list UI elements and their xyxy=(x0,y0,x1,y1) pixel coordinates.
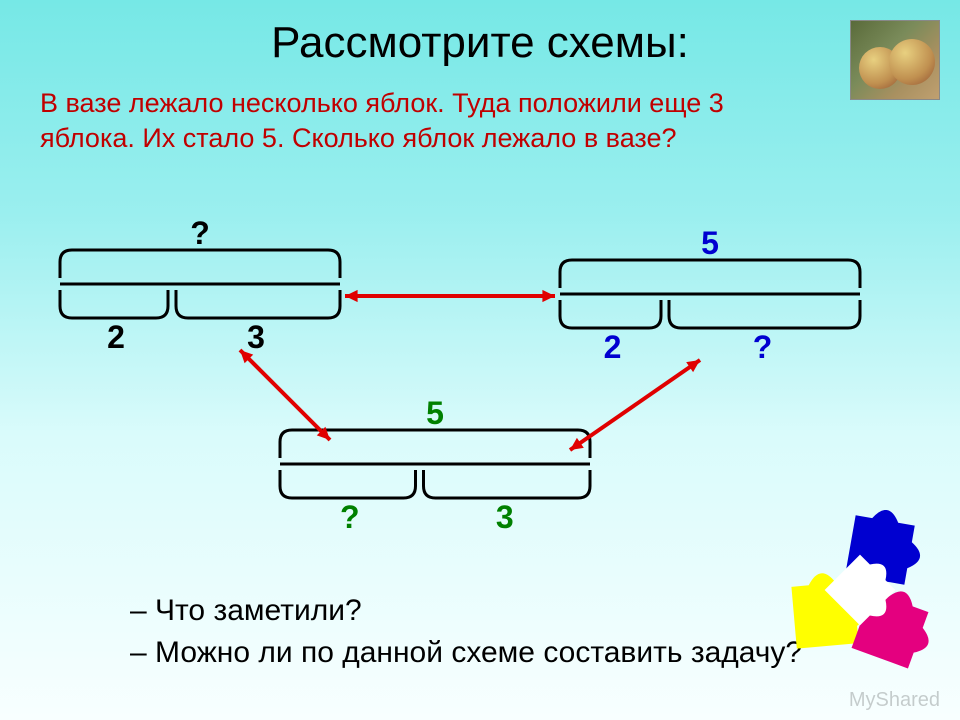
svg-text:?: ? xyxy=(190,215,210,251)
svg-text:5: 5 xyxy=(701,225,719,261)
svg-text:?: ? xyxy=(753,329,773,365)
questions-block: Что заметили? Можно ли по данной схеме с… xyxy=(130,590,802,674)
svg-text:?: ? xyxy=(340,499,360,535)
question-1: Что заметили? xyxy=(130,590,802,632)
svg-text:2: 2 xyxy=(604,329,622,365)
svg-text:2: 2 xyxy=(107,319,125,355)
problem-text: В вазе лежало несколько яблок. Туда поло… xyxy=(0,68,840,156)
svg-text:3: 3 xyxy=(247,319,265,355)
puzzle-decoration xyxy=(770,510,940,680)
apple-image xyxy=(850,20,940,100)
page-title: Рассмотрите схемы: xyxy=(0,0,960,68)
svg-text:5: 5 xyxy=(426,395,444,431)
question-2: Можно ли по данной схеме составить задач… xyxy=(130,632,802,674)
svg-text:3: 3 xyxy=(496,499,514,535)
watermark: MyShared xyxy=(849,689,940,712)
